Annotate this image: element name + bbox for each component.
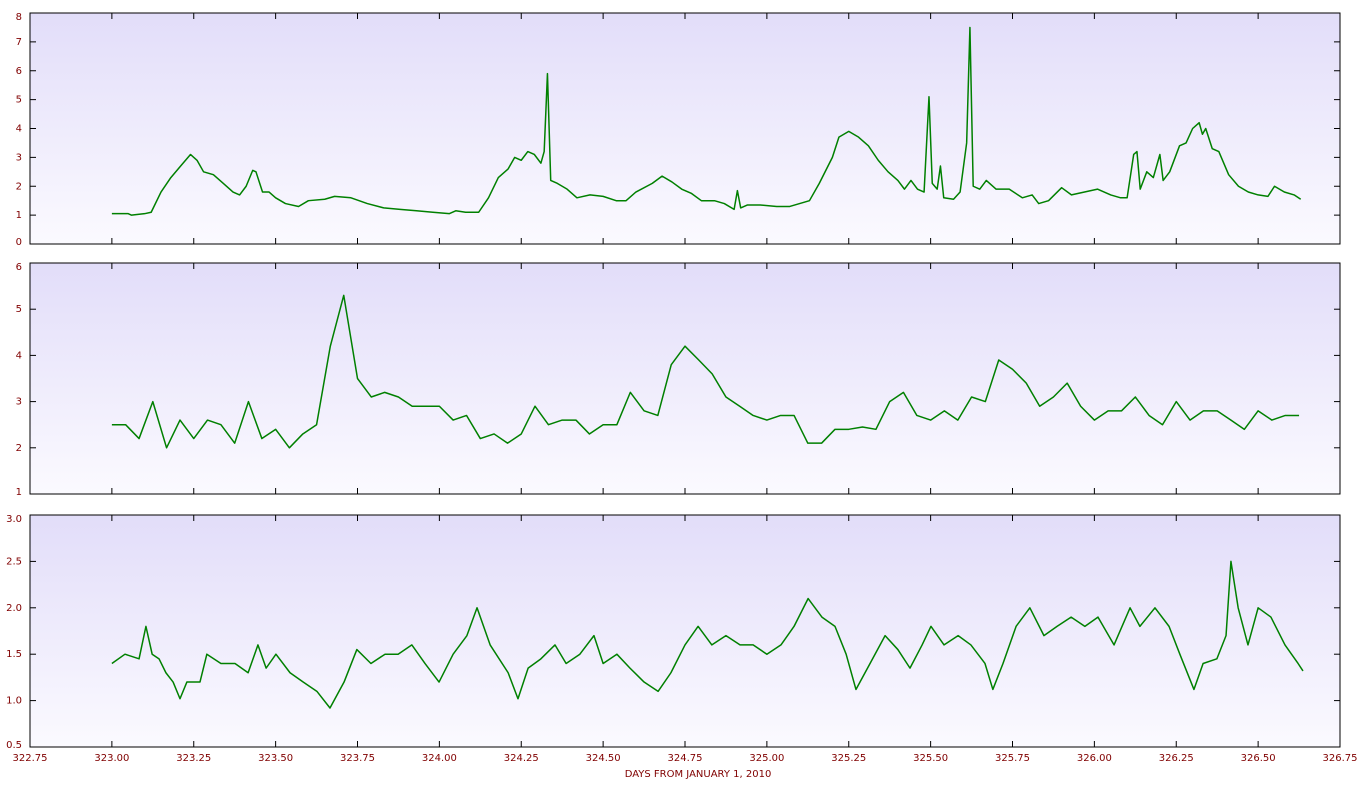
x-tick-label: 324.00: [422, 753, 457, 764]
x-tick-label: 326.00: [1077, 753, 1112, 764]
x-tick-label: 326.75: [1323, 753, 1358, 764]
x-tick-label: 323.25: [176, 753, 211, 764]
y-tick-label: 4: [16, 124, 22, 135]
x-tick-label: 326.25: [1159, 753, 1194, 764]
y-tick-label: 5: [16, 95, 22, 106]
y-tick-label: 1.5: [6, 649, 22, 660]
x-tick-label: 322.75: [13, 753, 48, 764]
x-tick-label: 324.75: [668, 753, 703, 764]
plot-area: [30, 13, 1340, 244]
y-tick-label: 2.0: [6, 603, 22, 614]
y-tick-label: 6: [16, 66, 22, 77]
x-tick-label: 323.00: [94, 753, 129, 764]
plot-area: [30, 263, 1340, 494]
y-tick-label: 3.0: [6, 514, 22, 525]
x-tick-label: 325.25: [831, 753, 866, 764]
y-tick-label: 2: [16, 181, 22, 192]
x-tick-label: 324.25: [504, 753, 539, 764]
y-tick-label: 0: [16, 237, 22, 248]
data-line: [111, 294, 1300, 449]
x-tick-label: 325.75: [995, 753, 1030, 764]
plot-frame: [29, 12, 1341, 245]
y-tick-label: 3: [16, 152, 22, 163]
plot-frame: [29, 514, 1341, 748]
y-tick-label: 8: [16, 12, 22, 23]
x-tick-label: 323.50: [258, 753, 293, 764]
y-tick-label: 1.0: [6, 696, 22, 707]
x-axis-label: DAYS FROM JANUARY 1, 2010: [625, 769, 772, 780]
x-tick-label: 326.50: [1241, 753, 1276, 764]
plot-area: [30, 515, 1340, 747]
y-tick-label: 5: [16, 304, 22, 315]
y-tick-label: 1: [16, 487, 22, 498]
x-tick-label: 324.50: [586, 753, 621, 764]
y-tick-label: 0.5: [6, 740, 22, 751]
data-line: [111, 26, 1302, 216]
x-tick-label: 323.75: [340, 753, 375, 764]
plot-frame: [29, 262, 1341, 495]
x-tick-label: 325.00: [749, 753, 784, 764]
y-tick-label: 7: [16, 37, 22, 48]
y-tick-label: 2.5: [6, 556, 22, 567]
x-tick-label: 325.50: [913, 753, 948, 764]
y-tick-label: 1: [16, 210, 22, 221]
y-tick-label: 2: [16, 443, 22, 454]
y-tick-label: 3: [16, 397, 22, 408]
y-tick-label: 4: [16, 350, 22, 361]
data-line: [111, 560, 1304, 709]
y-tick-label: 6: [16, 262, 22, 273]
